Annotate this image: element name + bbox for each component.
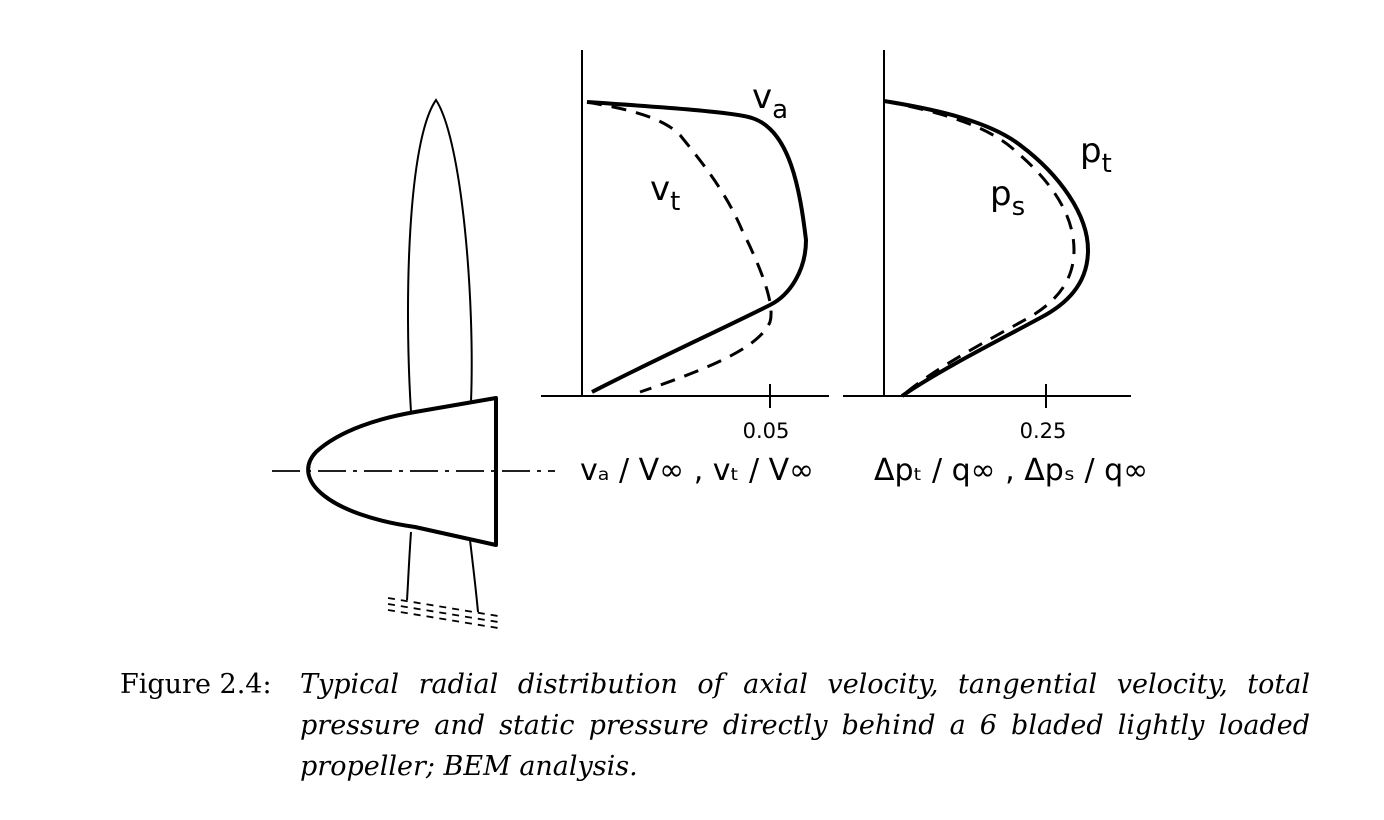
propeller-figure: 0.05 vₐ / V∞ , vₜ / V∞ va vt 0.25 Δpₜ / …: [272, 50, 1148, 629]
figure-caption-text: Typical radial distribution of axial vel…: [300, 669, 1310, 782]
figure-caption: Figure 2.4: Typical radial distribution …: [120, 664, 1310, 787]
pressure-panel: 0.25 Δpₜ / q∞ , Δpₛ / q∞ pt ps: [843, 50, 1148, 488]
pt-label: pt: [1080, 131, 1112, 179]
propeller-blade-tip-dashes: [387, 597, 499, 629]
vt-label: vt: [650, 169, 680, 217]
velocity-tick-label: 0.05: [743, 419, 790, 443]
vt-curve: [586, 100, 773, 394]
pt-curve: [883, 99, 1091, 398]
propeller-drawing: [272, 98, 555, 629]
pressure-tick-label: 0.25: [1020, 419, 1067, 443]
va-label: va: [752, 77, 788, 125]
figure-caption-label: Figure 2.4:: [120, 669, 272, 700]
propeller-blade-upper: [406, 98, 473, 413]
velocity-panel: 0.05 vₐ / V∞ , vₜ / V∞ va vt: [541, 50, 829, 488]
velocity-axis-title: vₐ / V∞ , vₜ / V∞: [580, 453, 814, 488]
propeller-blade-lower: [406, 531, 479, 613]
pressure-axis-title: Δpₜ / q∞ , Δpₛ / q∞: [874, 453, 1148, 488]
ps-curve: [883, 99, 1076, 398]
ps-label: ps: [990, 174, 1025, 222]
va-curve: [586, 100, 809, 394]
